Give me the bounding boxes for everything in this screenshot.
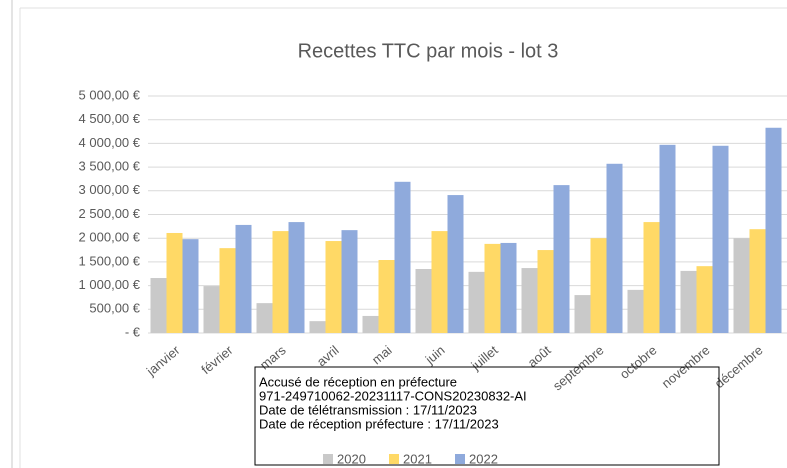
bar — [166, 232, 183, 333]
y-tick-label: 3 000,00 € — [79, 182, 141, 197]
y-tick-label: - € — [125, 324, 141, 339]
x-tick-label: mai — [369, 342, 395, 367]
x-tick-label: septembre — [550, 342, 607, 393]
bar — [256, 303, 273, 333]
bar — [659, 144, 676, 333]
y-tick-label: 4 000,00 € — [79, 135, 141, 150]
bar — [537, 250, 554, 333]
x-tick-label: juillet — [468, 342, 501, 373]
bar — [712, 145, 729, 333]
bar — [341, 230, 358, 333]
x-tick-label: avril — [314, 342, 342, 369]
x-tick-label: janvier — [143, 342, 183, 379]
bar — [627, 289, 644, 333]
bar — [431, 231, 448, 333]
bar — [272, 231, 289, 333]
y-tick-label: 4 500,00 € — [79, 111, 141, 126]
bar — [235, 224, 252, 333]
legend-swatch — [389, 454, 399, 464]
bar — [182, 239, 199, 333]
bar — [415, 269, 432, 333]
y-tick-label: 5 000,00 € — [79, 87, 141, 102]
y-tick-label: 3 500,00 € — [79, 159, 141, 174]
bar — [643, 222, 660, 333]
legend-label: 2021 — [403, 451, 432, 466]
bar — [696, 266, 713, 333]
bar — [325, 241, 342, 333]
bar — [150, 278, 167, 333]
bar — [484, 243, 501, 333]
bar — [765, 127, 782, 334]
bar — [447, 195, 464, 333]
stamp-line: Date de télétransmission : 17/11/2023 — [259, 402, 477, 417]
legend-swatch — [455, 454, 465, 464]
bar — [219, 248, 236, 333]
bar — [203, 286, 220, 333]
bar — [553, 185, 570, 333]
stamp-box — [254, 366, 720, 466]
x-tick-label: août — [525, 342, 554, 370]
bar — [468, 271, 485, 333]
x-tick-label: février — [198, 342, 236, 377]
bar — [521, 268, 538, 333]
legend-label: 2020 — [337, 451, 366, 466]
y-tick-label: 1 500,00 € — [79, 253, 141, 268]
bar — [680, 270, 697, 333]
bar — [749, 229, 766, 333]
stamp-line: Date de réception préfecture : 17/11/202… — [259, 416, 499, 431]
x-tick-label: octobre — [617, 342, 660, 381]
legend-label: 2022 — [469, 451, 498, 466]
bar — [309, 321, 326, 333]
x-tick-label: mars — [257, 342, 289, 372]
bar — [394, 181, 411, 333]
bar — [500, 242, 517, 333]
bar — [288, 222, 305, 333]
x-tick-label: juin — [422, 342, 448, 367]
bar — [590, 238, 607, 333]
bar — [733, 238, 750, 333]
stamp-line: Accusé de réception en préfecture — [259, 374, 457, 389]
bar — [574, 295, 591, 333]
bar — [378, 260, 395, 333]
x-tick-label: décembre — [712, 342, 766, 391]
y-tick-label: 2 000,00 € — [79, 230, 141, 245]
y-tick-label: 1 000,00 € — [79, 277, 141, 292]
bar — [606, 163, 623, 333]
chart-title: Recettes TTC par mois - lot 3 — [298, 40, 559, 62]
legend-swatch — [323, 454, 333, 464]
y-tick-label: 2 500,00 € — [79, 206, 141, 221]
y-tick-label: 500,00 € — [89, 301, 140, 316]
stamp-line: 971-249710062-20231117-CONS20230832-AI — [259, 388, 527, 403]
bar — [362, 315, 379, 333]
